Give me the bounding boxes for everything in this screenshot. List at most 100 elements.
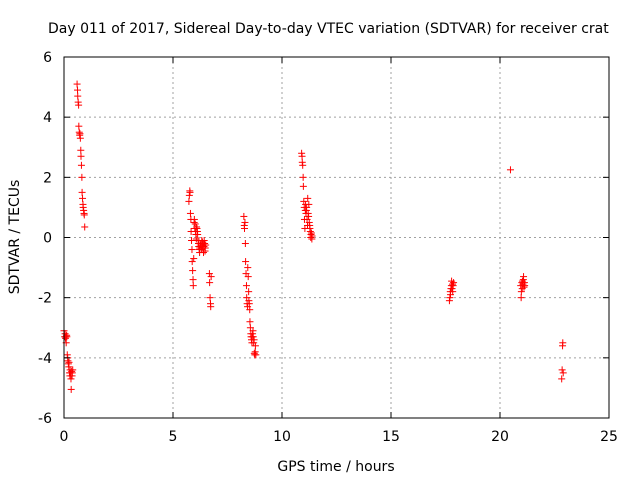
x-tick-label: 25 <box>600 429 618 445</box>
data-point <box>77 161 85 169</box>
data-point <box>520 273 528 281</box>
data-point <box>206 294 214 302</box>
y-tick-label: -6 <box>38 411 52 427</box>
data-point <box>194 230 202 238</box>
data-point <box>450 279 458 287</box>
y-axis-label: SDTVAR / TECUs <box>7 180 23 295</box>
y-tick-label: 4 <box>43 110 52 126</box>
x-tick-label: 15 <box>382 429 400 445</box>
data-point <box>251 342 259 350</box>
x-tick-label: 10 <box>273 429 291 445</box>
data-point <box>244 273 252 281</box>
y-tick-label: 6 <box>43 50 52 66</box>
data-point <box>446 294 454 302</box>
axis-ticks <box>63 56 610 419</box>
data-point <box>250 336 258 344</box>
data-point <box>305 200 313 208</box>
data-point <box>189 276 197 284</box>
data-point <box>308 232 316 240</box>
data-point <box>73 80 81 88</box>
data-point <box>246 306 254 314</box>
data-point <box>201 240 209 248</box>
data-point <box>207 273 215 281</box>
data-point <box>78 173 86 181</box>
data-point <box>241 224 249 232</box>
data-point <box>252 351 260 359</box>
data-point <box>299 173 307 181</box>
data-point <box>300 197 308 205</box>
data-point <box>76 134 84 142</box>
y-tick-label: -2 <box>38 291 52 307</box>
chart-title: Day 011 of 2017, Sidereal Day-to-day VTE… <box>48 21 609 37</box>
data-point <box>240 212 248 220</box>
data-point <box>75 122 83 130</box>
data-point <box>242 282 250 290</box>
data-point <box>202 241 210 249</box>
data-point <box>189 267 197 275</box>
data-point <box>517 294 525 302</box>
y-tick-label: -4 <box>38 351 52 367</box>
data-point <box>298 152 306 160</box>
data-point <box>242 258 250 266</box>
x-tick-label: 5 <box>169 429 178 445</box>
data-point <box>63 333 71 341</box>
data-point <box>559 369 567 377</box>
x-axis-tick-labels: 0 5 10 15 20 25 <box>60 429 618 445</box>
data-point <box>186 209 194 217</box>
data-point <box>299 161 307 169</box>
data-point <box>517 288 525 296</box>
data-point <box>241 240 249 248</box>
data-point <box>78 188 86 196</box>
data-point <box>521 282 529 290</box>
data-point <box>305 212 313 220</box>
y-tick-label: 0 <box>43 231 52 247</box>
data-point <box>81 223 89 231</box>
data-point <box>206 279 214 287</box>
data-point <box>245 288 253 296</box>
data-point <box>74 92 82 100</box>
x-tick-label: 20 <box>491 429 509 445</box>
data-point <box>80 211 88 219</box>
data-point <box>185 197 193 205</box>
data-point <box>189 282 197 290</box>
data-point <box>191 220 199 228</box>
data-point <box>559 339 567 347</box>
data-point <box>448 280 456 288</box>
data-point <box>65 358 73 366</box>
data-point <box>79 194 87 202</box>
y-axis-tick-labels: -6 -4 -2 0 2 4 6 <box>38 50 52 427</box>
data-point <box>186 188 194 196</box>
data-point <box>506 166 514 174</box>
data-point <box>307 229 315 237</box>
data-point <box>299 182 307 190</box>
data-point <box>192 235 200 243</box>
data-point <box>67 385 75 393</box>
data-points <box>60 80 567 393</box>
y-tick-label: 2 <box>43 170 52 186</box>
data-point <box>245 300 253 308</box>
data-point <box>449 288 457 296</box>
data-point <box>304 194 312 202</box>
data-point <box>306 227 314 235</box>
data-point <box>188 237 196 245</box>
data-point <box>241 218 249 226</box>
data-point <box>207 303 215 311</box>
data-point <box>77 152 85 160</box>
data-point <box>558 375 566 383</box>
x-tick-label: 0 <box>60 429 69 445</box>
data-point <box>188 246 196 254</box>
data-point <box>205 270 213 278</box>
data-point <box>244 264 252 272</box>
data-point <box>77 146 85 154</box>
data-point <box>190 255 198 263</box>
data-point <box>67 375 75 383</box>
data-point <box>75 101 83 109</box>
data-point <box>188 258 196 266</box>
data-point <box>200 243 208 251</box>
data-point <box>558 366 566 374</box>
data-point <box>69 366 77 374</box>
data-point <box>249 333 257 341</box>
data-point <box>190 215 198 223</box>
